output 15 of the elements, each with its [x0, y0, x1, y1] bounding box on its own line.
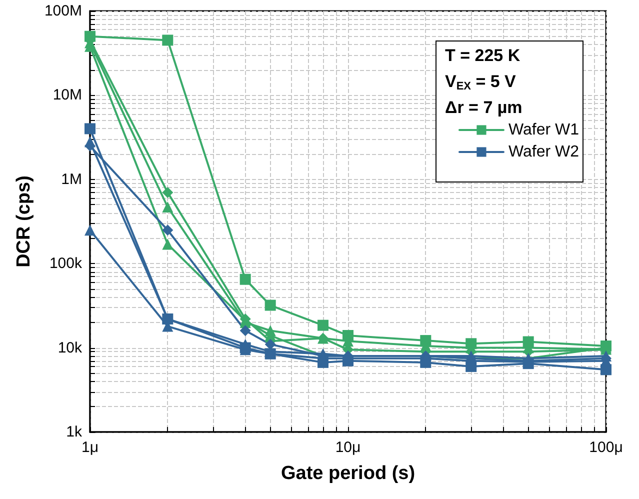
x-tick-label: 100μ [589, 439, 623, 456]
y-tick-label: 100M [44, 2, 82, 20]
annotation: T = 225 K [445, 46, 521, 65]
x-axis-title: Gate period (s) [280, 463, 416, 484]
x-tick-label: 1μ [82, 439, 98, 456]
y-tick-label: 1k [66, 424, 82, 440]
y-tick-label: 1M [61, 170, 82, 188]
y-tick-label: 10k [58, 339, 82, 356]
legend-label: Wafer W2 [508, 144, 580, 160]
y-tick-label: 100k [49, 255, 82, 272]
y-axis-title: DCR (cps) [14, 176, 35, 268]
annotation: Δr = 7 µm [445, 98, 522, 117]
y-tick-label: 10M [52, 86, 82, 104]
legend-label: Wafer W1 [508, 122, 580, 138]
x-tick-label: 10μ [335, 439, 361, 456]
